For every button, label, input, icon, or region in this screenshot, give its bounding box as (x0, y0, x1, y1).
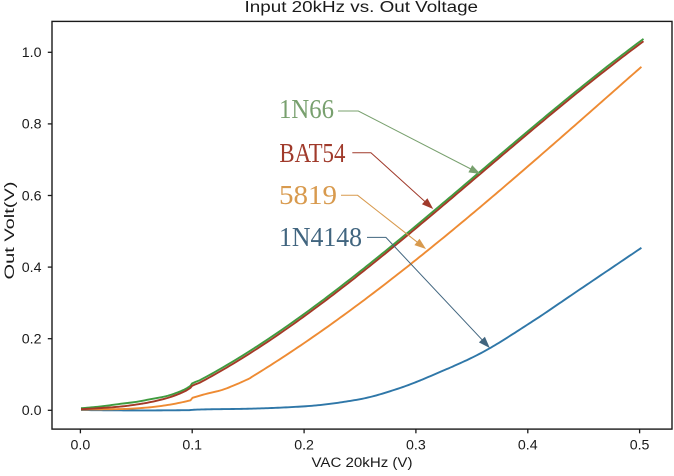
svg-text:0.0: 0.0 (22, 403, 42, 419)
svg-text:0.1: 0.1 (182, 437, 202, 453)
svg-text:0.5: 0.5 (630, 437, 650, 453)
svg-text:0.6: 0.6 (22, 188, 42, 204)
svg-text:BAT54: BAT54 (279, 137, 345, 168)
svg-text:5819: 5819 (279, 179, 337, 210)
svg-text:0.8: 0.8 (22, 117, 42, 133)
svg-text:1N4148: 1N4148 (279, 221, 362, 252)
svg-text:VAC 20kHz (V): VAC 20kHz (V) (312, 455, 413, 471)
svg-text:Input 20kHz vs. Out Voltage: Input 20kHz vs. Out Voltage (245, 0, 479, 16)
svg-text:1.0: 1.0 (22, 45, 42, 61)
svg-text:0.2: 0.2 (22, 332, 42, 348)
svg-text:0.0: 0.0 (71, 437, 91, 453)
svg-text:0.2: 0.2 (294, 437, 314, 453)
svg-text:1N66: 1N66 (279, 93, 334, 124)
svg-text:0.4: 0.4 (22, 260, 42, 276)
svg-text:0.4: 0.4 (518, 437, 538, 453)
svg-text:Out Volt(V): Out Volt(V) (2, 182, 18, 280)
svg-text:0.3: 0.3 (406, 437, 426, 453)
